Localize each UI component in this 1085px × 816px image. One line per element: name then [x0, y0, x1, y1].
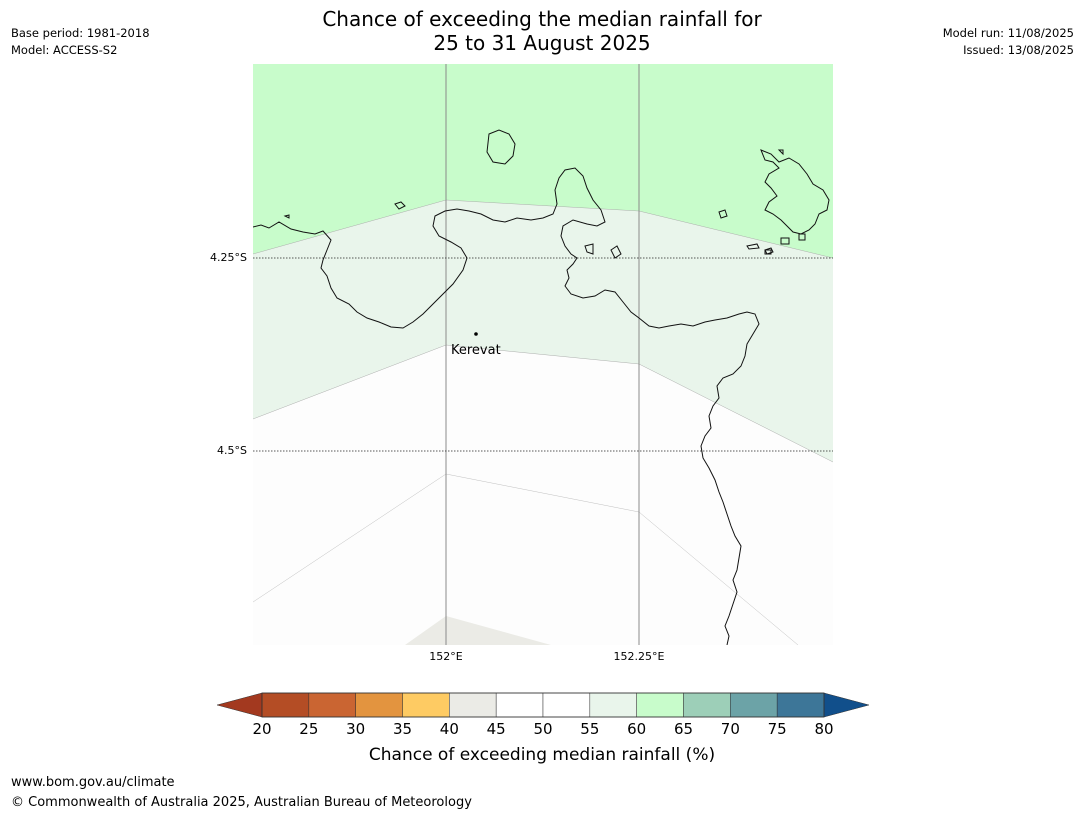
model-name: Model: ACCESS-S2 [11, 43, 118, 57]
colorbar-swatch-50-55 [542, 692, 591, 718]
run-info: Model run: 11/08/2025 Issued: 13/08/2025 [943, 25, 1074, 59]
colorbar-tick-75: 75 [767, 720, 787, 738]
colorbar-swatch-30-35 [355, 692, 403, 718]
island-small-west-2 [283, 214, 290, 219]
colorbar-tick-50: 50 [533, 720, 553, 738]
coast-inlet-matupit [610, 245, 622, 259]
contour-line-60 [253, 199, 833, 259]
colorbar-title: Chance of exceeding median rainfall (%) [368, 745, 716, 765]
colorbar-swatch-40-45 [449, 692, 497, 718]
model-run-date: Model run: 11/08/2025 [942, 26, 1074, 40]
colorbar-tick-55: 55 [580, 720, 600, 738]
colorbar-graphic [216, 692, 870, 718]
legend-colorbar [215, 692, 871, 724]
map-canvas [253, 64, 833, 645]
colorbar-swatch-65-70 [683, 692, 731, 718]
colorbar-swatch-75-80 [776, 692, 825, 718]
island-duke-of-york-islet-2 [764, 247, 774, 255]
footer-url: www.bom.gov.au/climate [11, 775, 175, 790]
band-55-60-region [253, 200, 833, 462]
band-60-65-region [253, 64, 833, 258]
coastline-gazelle-peninsula [253, 167, 760, 645]
colorbar-tick-80: 80 [814, 720, 834, 738]
island-small-west-1 [394, 201, 406, 210]
contour-line-55 [253, 344, 833, 463]
colorbar-swatch-45-50 [495, 692, 544, 718]
colorbar-swatch-70-75 [730, 692, 778, 718]
colorbar-swatch-60-65 [636, 692, 684, 718]
colorbar-tick-40: 40 [439, 720, 459, 738]
lon-label-152-25e: 152.25°E [613, 650, 665, 663]
colorbar-swatch-35-40 [402, 692, 450, 718]
island-small-east-3 [718, 209, 728, 219]
contour-line-50 [253, 473, 799, 645]
lat-label-4-25s: 4.25°S [210, 251, 247, 264]
colorbar-tick-60: 60 [627, 720, 647, 738]
colorbar-tick-65: 65 [673, 720, 694, 738]
kerevat-marker [474, 332, 478, 336]
lat-label-4-5s: 4.5°S [217, 444, 247, 457]
colorbar-swatch-20-25 [261, 692, 310, 718]
colorbar-tick-20: 20 [252, 720, 272, 738]
kerevat-label: Kerevat [451, 343, 501, 358]
island-small-east-1 [584, 243, 594, 255]
lon-label-152e: 152°E [429, 650, 463, 663]
forecast-map [253, 64, 833, 645]
colorbar-over-triangle [823, 692, 870, 718]
island-duke-of-york-islet-4 [798, 233, 806, 241]
island-duke-of-york-islet-1 [746, 243, 760, 250]
colorbar-border [261, 692, 825, 718]
colorbar-under-triangle [216, 692, 263, 718]
colorbar-swatch-55-60 [589, 692, 637, 718]
title-line-1: Chance of exceeding the median rainfall … [322, 7, 762, 31]
colorbar-tick-45: 45 [486, 720, 506, 738]
footer-copyright: © Commonwealth of Australia 2025, Austra… [11, 795, 472, 810]
island-north-central [486, 129, 516, 165]
island-duke-of-york-main [760, 149, 830, 235]
colorbar-tick-70: 70 [720, 720, 740, 738]
colorbar-tick-25: 25 [299, 720, 319, 738]
colorbar-swatches [261, 692, 825, 718]
base-period: Base period: 1981-2018 [11, 26, 150, 40]
colorbar-tick-30: 30 [346, 720, 366, 738]
colorbar-tick-35: 35 [392, 720, 413, 738]
island-small-east-2 [764, 249, 772, 255]
island-duke-of-york-islet-3 [780, 237, 790, 245]
island-duke-of-york-islet-5 [777, 149, 784, 156]
title-line-2: 25 to 31 August 2025 [433, 31, 651, 55]
base-info: Base period: 1981-2018 Model: ACCESS-S2 [11, 25, 150, 59]
colorbar-swatch-25-30 [308, 692, 356, 718]
issued-date: Issued: 13/08/2025 [963, 43, 1074, 57]
band-40-45-region [405, 616, 551, 645]
map-title: Chance of exceeding the median rainfall … [242, 7, 842, 55]
